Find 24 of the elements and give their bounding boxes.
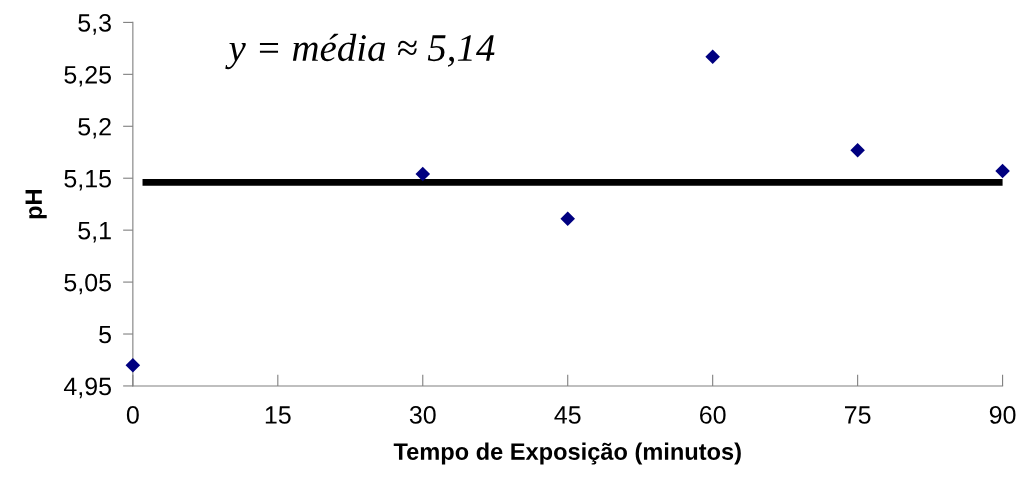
x-tick-label: 90 xyxy=(989,406,1016,424)
point xyxy=(125,357,141,373)
y-tick-label: 5,1 xyxy=(78,222,111,243)
point xyxy=(705,49,720,64)
x-tick-label: 0 xyxy=(126,406,139,424)
y-tick-label: 5,15 xyxy=(64,170,111,191)
x-axis-title: Tempo de Exposição (minutos) xyxy=(393,442,741,465)
x-tick-label: 30 xyxy=(409,406,436,424)
x-tick-label: 15 xyxy=(265,406,291,424)
point xyxy=(850,142,865,158)
x-tick-label: 75 xyxy=(845,406,871,424)
y-tick-label: 5,2 xyxy=(78,117,111,139)
y-tick-label: 4,95 xyxy=(63,377,111,399)
y-tick-label: 5 xyxy=(99,325,111,344)
point xyxy=(560,211,575,227)
y-tick-label: 5,05 xyxy=(64,273,111,295)
x-tick-label: 45 xyxy=(554,406,581,424)
point xyxy=(415,166,431,182)
y-tick-label: 5,3 xyxy=(78,14,111,35)
y-tick-label: 5,25 xyxy=(64,65,111,87)
y-axis-title: pH xyxy=(25,190,47,219)
point xyxy=(995,163,1010,179)
annotation: y = média ≈ 5,14 xyxy=(225,33,495,70)
x-tick-label: 60 xyxy=(700,406,726,424)
